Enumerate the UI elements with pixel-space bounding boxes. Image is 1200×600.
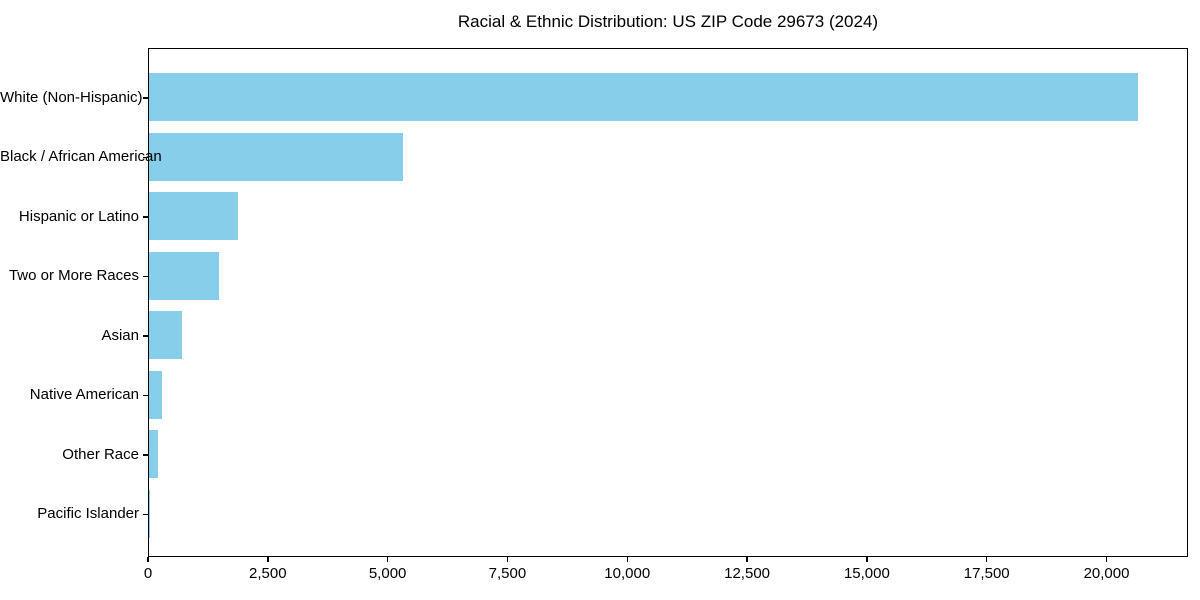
y-tick-mark xyxy=(143,156,148,158)
bar xyxy=(149,311,182,360)
y-tick-label: Native American xyxy=(29,386,139,404)
x-tick-label: 10,000 xyxy=(604,565,651,582)
y-tick-label: White (Non-Hispanic) xyxy=(0,88,143,106)
chart-title: Racial & Ethnic Distribution: US ZIP Cod… xyxy=(457,12,879,31)
x-tick-label: 2,500 xyxy=(249,565,287,582)
x-tick-label: 7,500 xyxy=(488,565,527,582)
y-tick-mark xyxy=(143,513,148,515)
y-tick-label: Black / African American xyxy=(0,148,162,166)
y-tick-label: Two or More Races xyxy=(8,267,139,285)
x-tick-mark xyxy=(1105,557,1108,562)
x-tick-mark xyxy=(386,557,389,562)
y-tick-label: Asian xyxy=(101,326,139,344)
x-tick-mark xyxy=(506,557,509,562)
x-tick-mark xyxy=(746,557,748,562)
x-tick-mark xyxy=(866,557,868,562)
y-tick-label: Pacific Islander xyxy=(37,505,139,523)
x-tick-mark xyxy=(626,557,628,562)
x-tick-label: 15,000 xyxy=(843,565,890,582)
y-tick-label: Hispanic or Latino xyxy=(18,207,139,225)
x-tick-mark xyxy=(267,557,269,562)
x-tick-label: 17,500 xyxy=(963,565,1010,582)
x-tick-label: 12,500 xyxy=(724,565,771,582)
bar xyxy=(149,251,219,300)
x-tick-label: 20,000 xyxy=(1083,565,1130,582)
x-tick-mark xyxy=(147,557,149,562)
x-tick-label: 0 xyxy=(143,565,153,582)
plot-area xyxy=(148,48,1188,557)
x-tick-label: 5,000 xyxy=(368,565,407,582)
y-tick-mark xyxy=(143,275,148,277)
y-tick-mark xyxy=(143,216,148,218)
bar xyxy=(149,73,1138,122)
bar xyxy=(149,192,239,241)
y-tick-mark xyxy=(143,394,148,396)
y-tick-mark xyxy=(143,97,148,99)
y-tick-mark xyxy=(143,454,148,456)
x-tick-mark xyxy=(985,557,988,562)
bar xyxy=(149,430,159,479)
bar xyxy=(149,132,404,181)
y-tick-label: Other Race xyxy=(62,445,139,463)
bar xyxy=(149,370,163,419)
y-tick-mark xyxy=(143,335,148,337)
